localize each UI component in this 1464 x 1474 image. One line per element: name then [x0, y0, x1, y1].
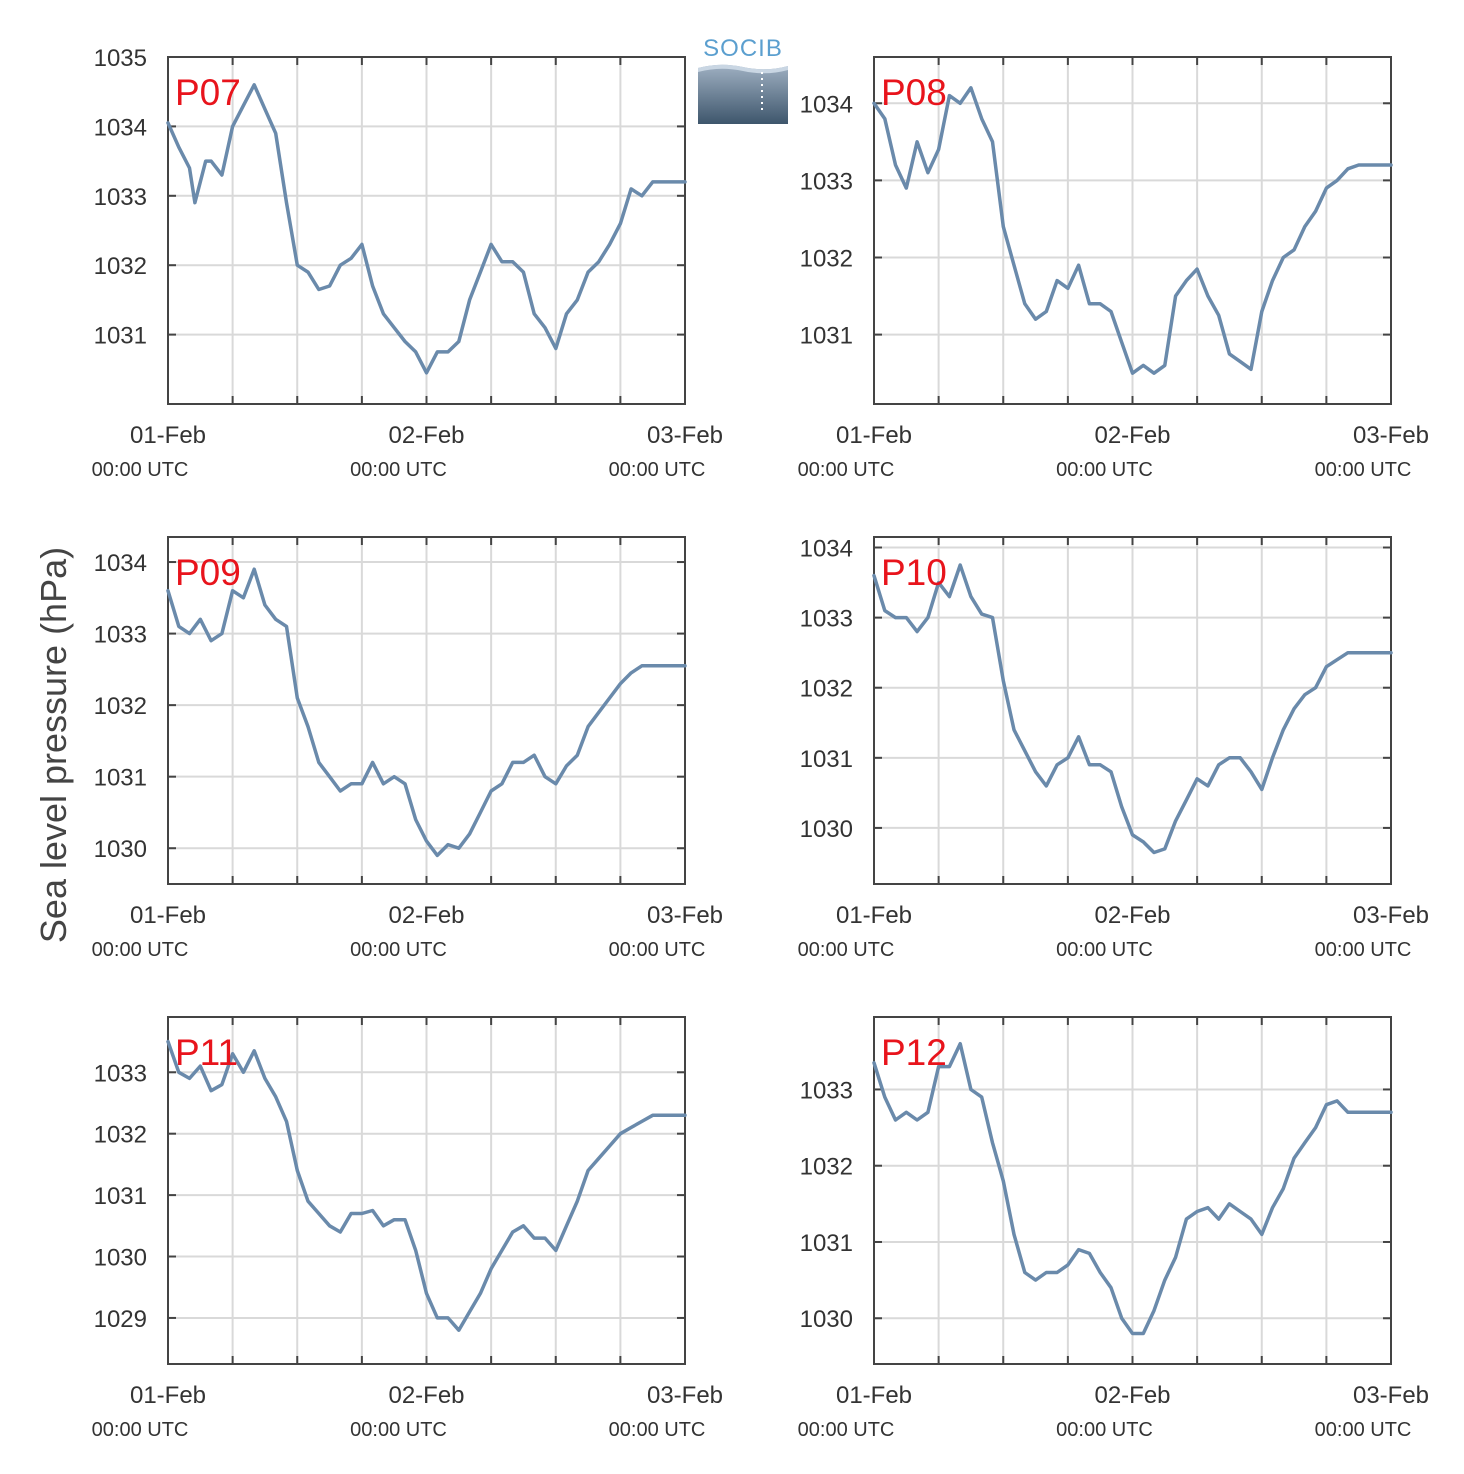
x-tick-label-date: 02-Feb: [388, 902, 464, 929]
x-tick-label-time: 00:00 UTC: [798, 1419, 895, 1441]
station-label: P11: [175, 1032, 238, 1073]
x-tick-label-time: 00:00 UTC: [1315, 1419, 1412, 1441]
pressure-series-line: [166, 1039, 687, 1332]
chart-panel-p12: 1030 1031 1032 1033 01-Feb 00:00 UTC 02-Feb 00:…: [706, 960, 1429, 1441]
x-tick-label-date: 03-Feb: [647, 1382, 723, 1409]
station-label: P09: [175, 552, 241, 593]
chart-svg: 1030 1031 1032 1033 1034 01-Feb 00:00 UTC 02-Fe…: [798, 536, 1429, 961]
y-tick-label: 1032: [94, 253, 147, 280]
y-tick-label: 1032: [800, 245, 853, 272]
y-tick-label: 1031: [800, 323, 853, 350]
grid: [874, 1017, 1391, 1364]
y-tick-label: 1031: [94, 323, 147, 350]
grid: [168, 1017, 685, 1364]
y-tick-label: 1032: [800, 1154, 853, 1181]
y-tick-label: 1033: [94, 622, 147, 649]
x-tick-label-time: 00:00 UTC: [350, 459, 447, 481]
chart-svg: 1030 1031 1032 1033 1034 01-Feb 00:00 UTC 02-Fe…: [92, 536, 723, 961]
y-tick-label: 1035: [94, 45, 147, 72]
x-tick-label-time: 00:00 UTC: [1315, 939, 1412, 961]
x-tick-label-time: 00:00 UTC: [798, 459, 895, 481]
x-tick-label-time: 00:00 UTC: [92, 1419, 189, 1441]
y-tick-label: 1033: [800, 606, 853, 633]
chart-panel-p08: 1031 1032 1033 1034 01-Feb 00:00 UTC 02-Feb 00:…: [706, 0, 1429, 481]
station-label: P07: [175, 72, 241, 113]
x-tick-label-time: 00:00 UTC: [350, 1419, 447, 1441]
station-label: P10: [881, 552, 947, 593]
y-tick-label: 1034: [94, 550, 147, 577]
y-tick-label: 1033: [800, 168, 853, 195]
x-tick-label-date: 01-Feb: [130, 902, 206, 929]
y-tick-label: 1032: [94, 1122, 147, 1149]
station-label: P12: [881, 1032, 947, 1073]
y-tick-label: 1031: [800, 746, 853, 773]
x-tick-label-date: 03-Feb: [647, 902, 723, 929]
x-tick-label-time: 00:00 UTC: [1056, 939, 1153, 961]
x-tick-label-date: 03-Feb: [647, 422, 723, 449]
grid: [168, 537, 685, 884]
x-tick-label-time: 00:00 UTC: [1315, 459, 1412, 481]
x-tick-label-time: 00:00 UTC: [92, 459, 189, 481]
x-tick-label-time: 00:00 UTC: [609, 1419, 706, 1441]
y-tick-label: 1031: [94, 1183, 147, 1210]
pressure-series-line: [872, 563, 1393, 855]
chart-panel-p07: 1031 1032 1033 1034 1035 01-Feb 00:00 UTC 02-Fe…: [0, 0, 723, 481]
y-tick-label: 1031: [800, 1230, 853, 1257]
socib-logo-text: SOCIB: [703, 35, 783, 62]
y-axis-label: Sea level pressure (hPa): [33, 547, 74, 943]
x-tick-label-date: 02-Feb: [388, 422, 464, 449]
x-tick-label-time: 00:00 UTC: [92, 939, 189, 961]
x-tick-label-time: 00:00 UTC: [609, 939, 706, 961]
chart-svg: 1031 1032 1033 1034 01-Feb 00:00 UTC 02-Feb 00:…: [798, 56, 1429, 481]
x-tick-label-date: 01-Feb: [130, 422, 206, 449]
y-tick-label: 1033: [94, 184, 147, 211]
x-tick-label-time: 00:00 UTC: [1056, 1419, 1153, 1441]
y-tick-label: 1034: [800, 91, 853, 118]
x-tick-label-date: 02-Feb: [388, 1382, 464, 1409]
y-tick-label: 1033: [800, 1077, 853, 1104]
x-tick-label-time: 00:00 UTC: [609, 459, 706, 481]
x-tick-label-date: 02-Feb: [1094, 1382, 1170, 1409]
y-tick-label: 1032: [800, 676, 853, 703]
pressure-series-line: [166, 83, 687, 375]
chart-panel-p11: 1029 1030 1031 1032 1033 01-Feb 00:00 UTC 02-Fe…: [0, 960, 723, 1441]
y-tick-label: 1030: [800, 1306, 853, 1333]
y-tick-label: 1032: [94, 693, 147, 720]
pressure-series-line: [166, 567, 687, 858]
x-tick-label-time: 00:00 UTC: [1056, 459, 1153, 481]
pressure-series-line: [872, 86, 1393, 375]
x-tick-label-date: 01-Feb: [130, 1382, 206, 1409]
grid: [874, 57, 1391, 404]
grid: [874, 537, 1391, 884]
x-tick-label-date: 02-Feb: [1094, 422, 1170, 449]
y-tick-label: 1030: [800, 816, 853, 843]
station-label: P08: [881, 72, 947, 113]
x-tick-label-date: 03-Feb: [1353, 422, 1429, 449]
x-tick-label-date: 02-Feb: [1094, 902, 1170, 929]
x-tick-label-date: 01-Feb: [836, 1382, 912, 1409]
chart-panel-p09: 1030 1031 1032 1033 1034 01-Feb 00:00 UTC 02-Fe…: [0, 480, 723, 961]
chart-svg: 1029 1030 1031 1032 1033 01-Feb 00:00 UTC 02-Fe…: [92, 1016, 723, 1441]
x-tick-label-date: 01-Feb: [836, 902, 912, 929]
y-tick-label: 1029: [94, 1306, 147, 1333]
y-tick-label: 1030: [94, 836, 147, 863]
y-tick-label: 1033: [94, 1060, 147, 1087]
chart-panel-p10: 1030 1031 1032 1033 1034 01-Feb 00:00 UTC 02-Fe…: [706, 480, 1429, 961]
x-tick-label-date: 01-Feb: [836, 422, 912, 449]
y-tick-label: 1031: [94, 765, 147, 792]
pressure-series-line: [872, 1041, 1393, 1336]
chart-svg: 1030 1031 1032 1033 01-Feb 00:00 UTC 02-Feb 00:…: [798, 1016, 1429, 1441]
y-tick-label: 1030: [94, 1245, 147, 1272]
x-tick-label-date: 03-Feb: [1353, 1382, 1429, 1409]
x-tick-label-date: 03-Feb: [1353, 902, 1429, 929]
y-axis-label-text: Sea level pressure (hPa): [33, 547, 74, 943]
socib-logo-graphic: SOCIB: [698, 35, 788, 124]
chart-svg: 1031 1032 1033 1034 1035 01-Feb 00:00 UTC 02-Fe…: [92, 45, 723, 481]
x-tick-label-time: 00:00 UTC: [350, 939, 447, 961]
socib-logo: SOCIB: [698, 34, 788, 126]
grid: [168, 56, 685, 404]
x-tick-label-time: 00:00 UTC: [798, 939, 895, 961]
y-tick-label: 1034: [94, 114, 147, 141]
y-tick-label: 1034: [800, 536, 853, 563]
